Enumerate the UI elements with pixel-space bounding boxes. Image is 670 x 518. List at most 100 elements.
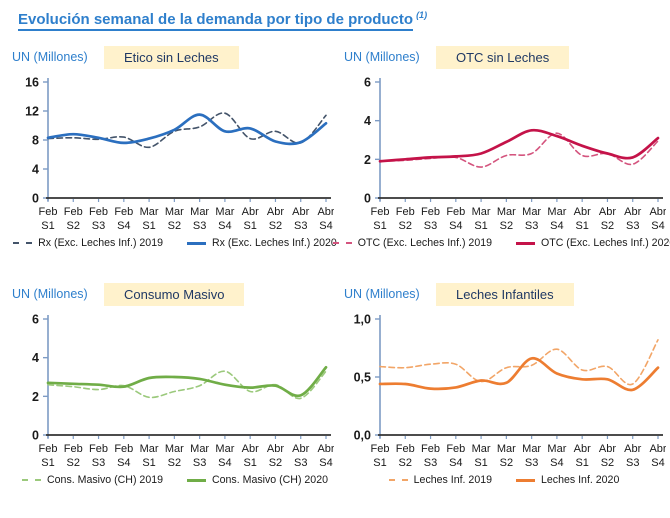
legend-label: Cons. Masivo (CH) 2019 — [47, 474, 163, 486]
x-tick-label-month: Abr — [242, 443, 259, 455]
x-tick-label-week: S1 — [575, 457, 588, 469]
x-tick-label-month: Mar — [522, 206, 541, 218]
x-tick-label-week: S2 — [168, 457, 181, 469]
chart-canvas: 0,0 0,5 1,0 Feb S1 Feb S2 Feb S3 Feb S4 Mar S1 Mar S2 M… — [354, 313, 667, 470]
y-tick-label: 1,0 — [354, 313, 371, 327]
y-tick-label: 4 — [32, 351, 39, 365]
footnote-marker: (1) — [416, 10, 428, 20]
legend-swatch-dashed — [332, 242, 352, 244]
legend-label: Rx (Exc. Leches Inf.) 2020 — [212, 237, 337, 249]
y-axis-unit-label: UN (Millones) — [344, 50, 420, 64]
x-tick-label-month: Mar — [547, 443, 566, 455]
x-tick-label-week: S4 — [651, 457, 664, 469]
x-tick-label-month: Feb — [89, 206, 108, 218]
chart-legend: OTC (Exc. Leches Inf.) 2019 OTC (Exc. Lec… — [332, 237, 670, 249]
y-tick-label: 2 — [32, 390, 39, 404]
chart-legend: Cons. Masivo (CH) 2019 Cons. Masivo (CH) … — [12, 474, 338, 486]
x-tick-label-month: Abr — [624, 206, 641, 218]
page-title: Evolución semanal de la demanda por tipo… — [18, 10, 428, 31]
y-tick-label: 2 — [364, 153, 371, 167]
x-tick-label-month: Feb — [371, 443, 390, 455]
x-tick-label-week: S4 — [218, 457, 231, 469]
x-tick-label-week: S2 — [399, 457, 412, 469]
legend-item: OTC (Exc. Leches Inf.) 2019 — [332, 237, 492, 249]
x-tick-label-month: Feb — [421, 443, 440, 455]
x-tick-label-month: Abr — [267, 443, 284, 455]
x-tick-label-week: S1 — [575, 220, 588, 232]
x-tick-label-month: Abr — [649, 206, 666, 218]
x-tick-label-month: Feb — [64, 443, 83, 455]
legend-label: OTC (Exc. Leches Inf.) 2019 — [357, 237, 492, 249]
x-tick-label-month: Feb — [446, 443, 465, 455]
chart-title-badge: Consumo Masivo — [104, 282, 245, 306]
y-tick-label: 4 — [32, 163, 39, 177]
legend-swatch-dashed — [22, 479, 42, 481]
x-tick-label-month: Mar — [215, 206, 234, 218]
x-tick-label-month: Abr — [574, 443, 591, 455]
panel-etico-sin-leches: UN (Millones) Etico sin Leches 0 4 8 12 16 Fe… — [6, 44, 338, 281]
chart-canvas: 0 2 4 6 Feb S1 Feb S2 Feb S3 Feb S4 Mar S1 Mar S2 Mar S3 M… — [364, 76, 667, 233]
x-tick-label-month: Mar — [190, 206, 209, 218]
chart-title-badge: Leches Infantiles — [436, 282, 574, 306]
legend-swatch-solid — [187, 241, 206, 245]
panel-leches-infantiles: UN (Millones) Leches Infantiles 0,0 0,5 1,… — [338, 281, 667, 518]
x-tick-label-week: S2 — [67, 220, 80, 232]
charts-grid: UN (Millones) Etico sin Leches 0 4 8 12 16 Fe… — [6, 44, 670, 518]
x-tick-label-week: S4 — [218, 220, 231, 232]
series-line-dashed — [47, 112, 327, 149]
x-tick-label-month: Abr — [267, 206, 284, 218]
x-tick-label-month: Mar — [472, 206, 491, 218]
x-tick-label-month: Mar — [190, 443, 209, 455]
x-tick-label-week: S1 — [142, 457, 155, 469]
x-tick-label-month: Abr — [599, 206, 616, 218]
panel-otc-sin-leches: UN (Millones) OTC sin Leches 0 2 4 6 Feb S1 Fe… — [332, 44, 670, 281]
legend-swatch-solid — [516, 478, 535, 482]
x-tick-label-week: S4 — [319, 457, 332, 469]
legend-label: Rx (Exc. Leches Inf.) 2019 — [38, 237, 163, 249]
y-tick-label: 12 — [25, 105, 39, 119]
chart-canvas: 0 2 4 6 Feb S1 Feb S2 Feb S3 Feb S4 Mar S1 Mar S2 Mar S3 M… — [32, 313, 335, 470]
x-tick-label-month: Abr — [292, 443, 309, 455]
x-tick-label-week: S4 — [449, 220, 462, 232]
x-tick-label-week: S4 — [117, 220, 130, 232]
x-tick-label-week: S1 — [373, 457, 386, 469]
x-tick-label-week: S1 — [142, 220, 155, 232]
y-tick-label: 0,5 — [354, 371, 371, 385]
y-tick-label: 0 — [32, 192, 39, 206]
x-tick-label-month: Feb — [421, 206, 440, 218]
x-tick-label-week: S4 — [550, 220, 563, 232]
x-tick-label-month: Feb — [39, 206, 58, 218]
x-tick-label-month: Abr — [242, 206, 259, 218]
x-tick-label-month: Mar — [522, 443, 541, 455]
line-chart: 0,0 0,5 1,0 Feb S1 Feb S2 Feb S3 Feb S4 Mar S1 Mar S2 M… — [344, 309, 667, 470]
x-tick-label-week: S4 — [651, 220, 664, 232]
chart-legend: Rx (Exc. Leches Inf.) 2019 Rx (Exc. Leche… — [12, 237, 338, 249]
series-line-solid — [46, 113, 328, 146]
x-tick-label-week: S2 — [500, 457, 513, 469]
x-tick-label-week: S2 — [500, 220, 513, 232]
panel-header: UN (Millones) OTC sin Leches — [344, 44, 664, 70]
line-chart: 0 2 4 6 Feb S1 Feb S2 Feb S3 Feb S4 Mar S1 Mar S2 Mar S3 M… — [344, 72, 667, 233]
x-tick-label-month: Abr — [649, 443, 666, 455]
x-tick-label-week: S1 — [474, 457, 487, 469]
x-tick-label-month: Feb — [89, 443, 108, 455]
legend-swatch-solid — [187, 478, 206, 482]
x-tick-label-week: S1 — [243, 457, 256, 469]
x-tick-label-month: Feb — [446, 206, 465, 218]
y-tick-label: 16 — [25, 76, 39, 90]
x-tick-label-month: Mar — [165, 206, 184, 218]
legend-item: Rx (Exc. Leches Inf.) 2019 — [13, 237, 163, 249]
x-tick-label-week: S4 — [449, 457, 462, 469]
x-tick-label-month: Abr — [624, 443, 641, 455]
y-tick-label: 6 — [364, 76, 371, 90]
x-tick-label-month: Mar — [165, 443, 184, 455]
x-tick-label-week: S2 — [67, 457, 80, 469]
x-tick-label-week: S3 — [193, 457, 206, 469]
x-tick-label-week: S2 — [269, 457, 282, 469]
y-tick-label: 6 — [32, 313, 39, 327]
x-tick-label-week: S2 — [601, 457, 614, 469]
legend-item: Leches Inf. 2019 — [388, 474, 492, 486]
panel-consumo-masivo: UN (Millones) Consumo Masivo 0 2 4 6 Feb S1 Fe… — [6, 281, 338, 518]
y-axis-unit-label: UN (Millones) — [12, 287, 88, 301]
x-tick-label-month: Abr — [599, 443, 616, 455]
